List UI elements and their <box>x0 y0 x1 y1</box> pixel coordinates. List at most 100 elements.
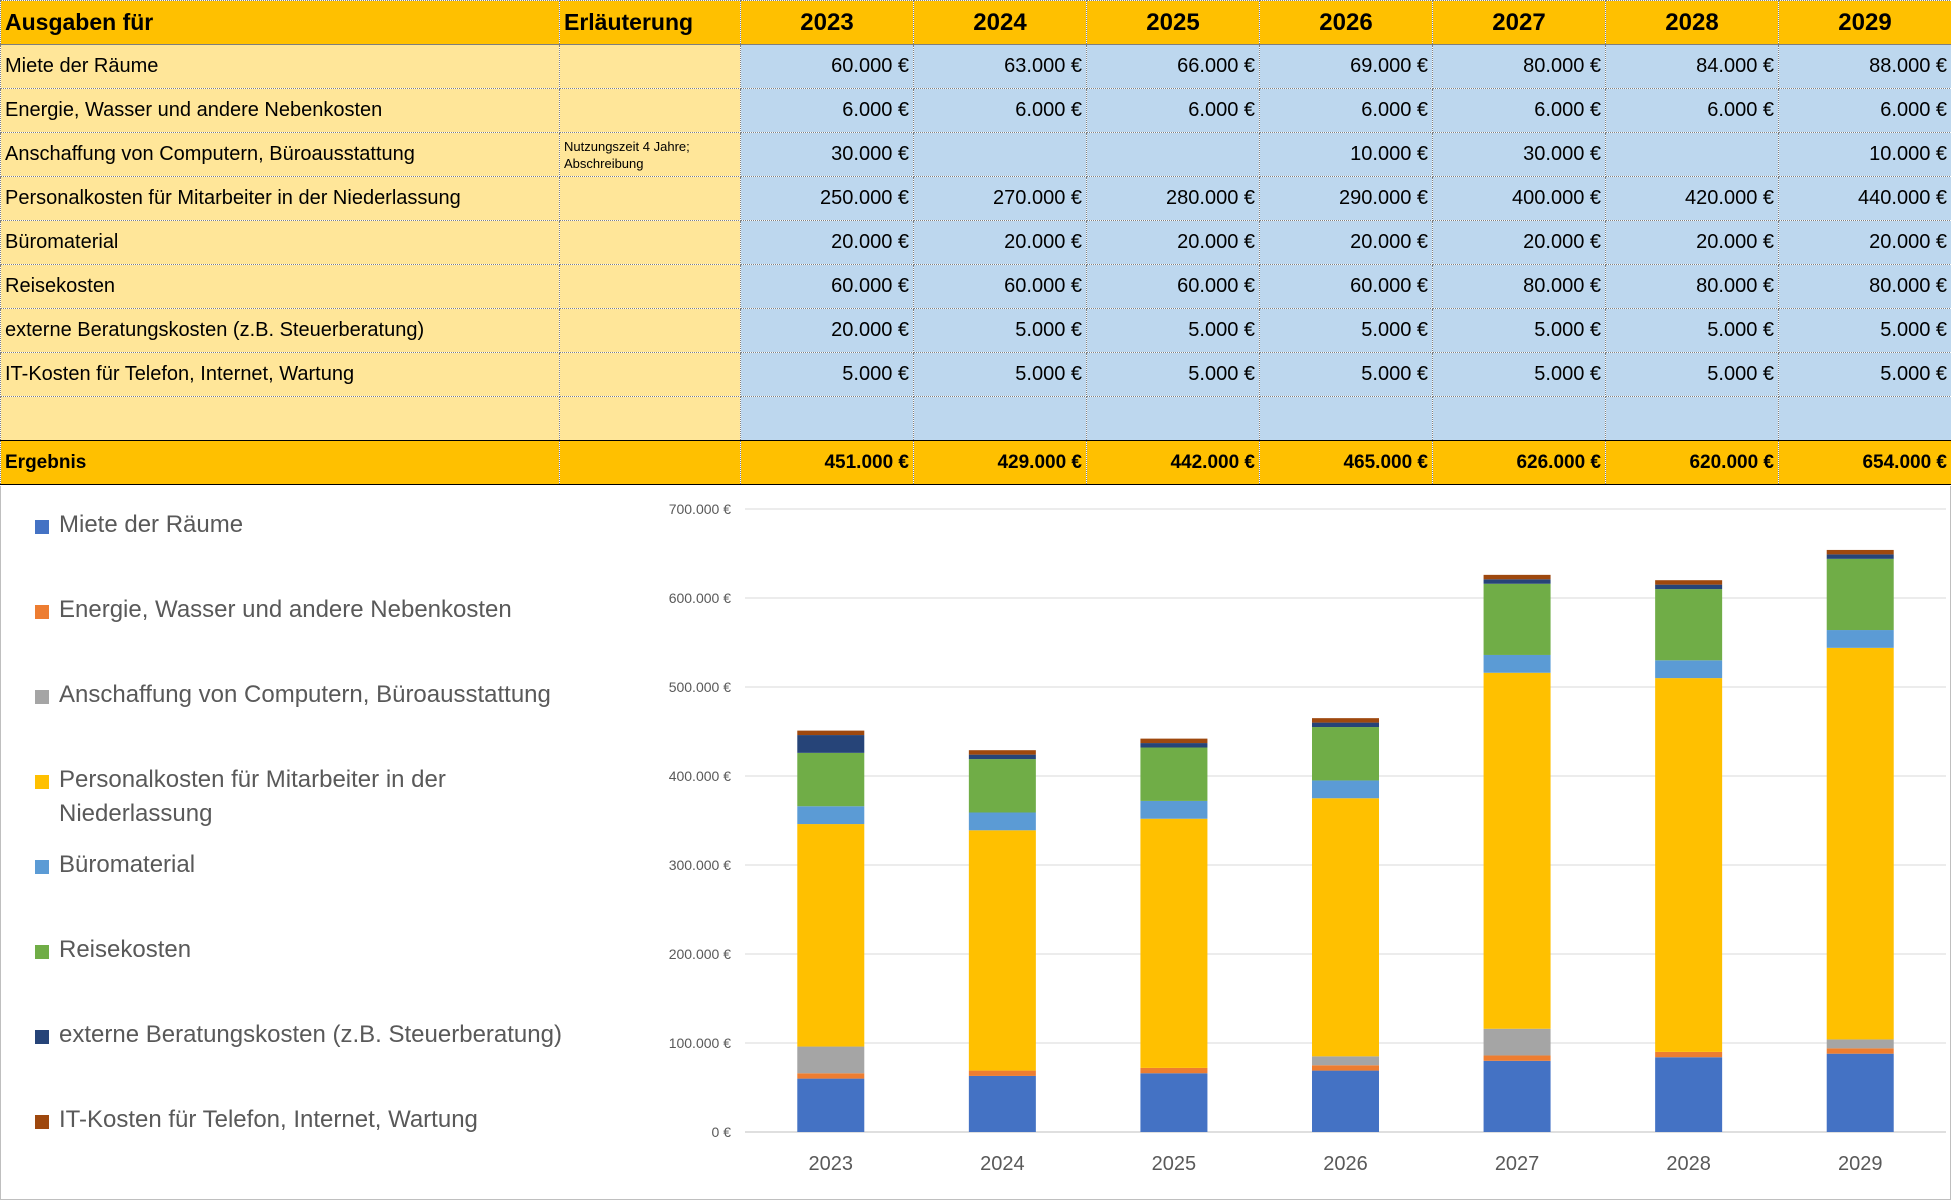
row-label-cell[interactable]: Personalkosten für Mitarbeiter in der Ni… <box>0 176 560 221</box>
value-cell[interactable]: 20.000 € <box>1778 220 1951 265</box>
total-value-cell[interactable]: 429.000 € <box>913 440 1087 485</box>
value-cell[interactable]: 5.000 € <box>1432 308 1606 353</box>
value-cell[interactable]: 440.000 € <box>1778 176 1951 221</box>
value-cell[interactable]: 60.000 € <box>740 264 914 309</box>
header-label-cell[interactable]: Ausgaben für <box>0 0 560 45</box>
header-year-cell[interactable]: 2023 <box>740 0 914 45</box>
header-year-cell[interactable]: 2024 <box>913 0 1087 45</box>
value-cell[interactable]: 5.000 € <box>1605 308 1779 353</box>
row-label-cell[interactable]: externe Beratungskosten (z.B. Steuerbera… <box>0 308 560 353</box>
row-note-cell[interactable] <box>559 308 741 353</box>
value-cell[interactable]: 20.000 € <box>1259 220 1433 265</box>
header-year-cell[interactable]: 2026 <box>1259 0 1433 45</box>
row-label-cell[interactable]: Reisekosten <box>0 264 560 309</box>
row-note-cell[interactable] <box>559 176 741 221</box>
value-cell[interactable]: 66.000 € <box>1086 44 1260 89</box>
value-cell[interactable]: 5.000 € <box>740 352 914 397</box>
value-cell[interactable]: 30.000 € <box>1432 132 1606 177</box>
total-value-cell[interactable]: 620.000 € <box>1605 440 1779 485</box>
value-cell[interactable]: 88.000 € <box>1778 44 1951 89</box>
total-value-cell[interactable]: 626.000 € <box>1432 440 1606 485</box>
row-label-cell[interactable]: Anschaffung von Computern, Büroausstattu… <box>0 132 560 177</box>
value-cell[interactable] <box>1259 396 1433 441</box>
value-cell[interactable] <box>1086 132 1260 177</box>
value-cell[interactable]: 20.000 € <box>1432 220 1606 265</box>
value-cell[interactable]: 6.000 € <box>740 88 914 133</box>
total-value-cell[interactable]: 451.000 € <box>740 440 914 485</box>
value-cell[interactable]: 5.000 € <box>1259 308 1433 353</box>
value-cell[interactable] <box>913 132 1087 177</box>
value-cell[interactable]: 10.000 € <box>1778 132 1951 177</box>
value-cell[interactable]: 420.000 € <box>1605 176 1779 221</box>
value-cell[interactable] <box>1778 396 1951 441</box>
value-cell[interactable]: 280.000 € <box>1086 176 1260 221</box>
value-cell[interactable]: 5.000 € <box>913 352 1087 397</box>
value-cell[interactable]: 6.000 € <box>1778 88 1951 133</box>
value-cell[interactable]: 69.000 € <box>1259 44 1433 89</box>
value-cell[interactable]: 30.000 € <box>740 132 914 177</box>
value-cell[interactable]: 5.000 € <box>1259 352 1433 397</box>
row-label-cell[interactable]: Büromaterial <box>0 220 560 265</box>
row-note-cell[interactable] <box>559 352 741 397</box>
value-cell[interactable] <box>1605 396 1779 441</box>
value-cell[interactable]: 60.000 € <box>1086 264 1260 309</box>
row-note-cell[interactable] <box>559 396 741 441</box>
value-cell[interactable]: 60.000 € <box>740 44 914 89</box>
value-cell[interactable]: 6.000 € <box>1605 88 1779 133</box>
header-year-cell[interactable]: 2029 <box>1778 0 1951 45</box>
row-note-cell[interactable] <box>559 220 741 265</box>
value-cell[interactable]: 80.000 € <box>1605 264 1779 309</box>
value-cell[interactable]: 20.000 € <box>740 308 914 353</box>
value-cell[interactable]: 6.000 € <box>913 88 1087 133</box>
row-note-cell[interactable]: Nutzungszeit 4 Jahre; Abschreibung <box>559 132 741 177</box>
value-cell[interactable]: 84.000 € <box>1605 44 1779 89</box>
total-label-cell[interactable]: Ergebnis <box>0 440 560 485</box>
row-label-cell[interactable]: Miete der Räume <box>0 44 560 89</box>
value-cell[interactable]: 5.000 € <box>1086 308 1260 353</box>
value-cell[interactable]: 10.000 € <box>1259 132 1433 177</box>
header-year-cell[interactable]: 2025 <box>1086 0 1260 45</box>
value-cell[interactable]: 63.000 € <box>913 44 1087 89</box>
value-cell[interactable]: 60.000 € <box>913 264 1087 309</box>
header-note-cell[interactable]: Erläuterung <box>559 0 741 45</box>
value-cell[interactable] <box>913 396 1087 441</box>
value-cell[interactable]: 6.000 € <box>1259 88 1433 133</box>
value-cell[interactable] <box>1086 396 1260 441</box>
row-note-cell[interactable] <box>559 88 741 133</box>
table-row: Energie, Wasser und andere Nebenkosten 6.… <box>0 88 1951 133</box>
value-cell[interactable]: 5.000 € <box>913 308 1087 353</box>
total-note-cell[interactable] <box>559 440 741 485</box>
value-cell[interactable]: 20.000 € <box>913 220 1087 265</box>
row-note-cell[interactable] <box>559 44 741 89</box>
value-cell[interactable]: 5.000 € <box>1605 352 1779 397</box>
value-cell[interactable]: 20.000 € <box>1605 220 1779 265</box>
value-cell[interactable]: 20.000 € <box>740 220 914 265</box>
value-cell[interactable]: 60.000 € <box>1259 264 1433 309</box>
value-cell[interactable] <box>740 396 914 441</box>
value-cell[interactable]: 5.000 € <box>1778 352 1951 397</box>
value-cell[interactable]: 80.000 € <box>1432 264 1606 309</box>
value-cell[interactable]: 80.000 € <box>1432 44 1606 89</box>
value-cell[interactable]: 6.000 € <box>1086 88 1260 133</box>
total-value-cell[interactable]: 654.000 € <box>1778 440 1951 485</box>
value-cell[interactable]: 20.000 € <box>1086 220 1260 265</box>
value-cell[interactable]: 250.000 € <box>740 176 914 221</box>
row-label-cell[interactable]: IT-Kosten für Telefon, Internet, Wartung <box>0 352 560 397</box>
value-cell[interactable]: 400.000 € <box>1432 176 1606 221</box>
row-label-cell[interactable]: Energie, Wasser und andere Nebenkosten <box>0 88 560 133</box>
value-cell[interactable] <box>1605 132 1779 177</box>
value-cell[interactable] <box>1432 396 1606 441</box>
header-year-cell[interactable]: 2028 <box>1605 0 1779 45</box>
total-value-cell[interactable]: 465.000 € <box>1259 440 1433 485</box>
value-cell[interactable]: 290.000 € <box>1259 176 1433 221</box>
header-year-cell[interactable]: 2027 <box>1432 0 1606 45</box>
value-cell[interactable]: 270.000 € <box>913 176 1087 221</box>
row-label-cell[interactable] <box>0 396 560 441</box>
value-cell[interactable]: 5.000 € <box>1086 352 1260 397</box>
value-cell[interactable]: 80.000 € <box>1778 264 1951 309</box>
value-cell[interactable]: 6.000 € <box>1432 88 1606 133</box>
total-value-cell[interactable]: 442.000 € <box>1086 440 1260 485</box>
value-cell[interactable]: 5.000 € <box>1778 308 1951 353</box>
row-note-cell[interactable] <box>559 264 741 309</box>
value-cell[interactable]: 5.000 € <box>1432 352 1606 397</box>
